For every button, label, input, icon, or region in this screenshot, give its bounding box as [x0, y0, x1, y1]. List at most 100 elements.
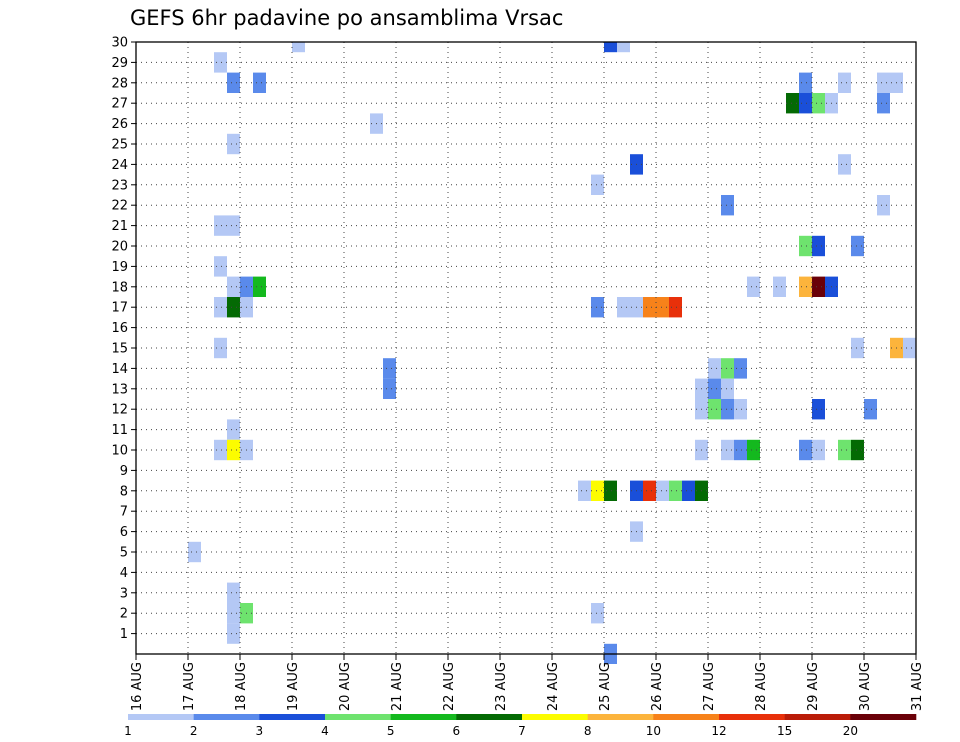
heat-cell — [799, 235, 812, 257]
heat-cell — [747, 276, 760, 297]
heat-cell — [877, 93, 890, 114]
heat-cell — [227, 215, 240, 236]
heat-cell — [578, 480, 591, 501]
heat-cell — [747, 439, 760, 461]
heat-cell — [721, 358, 734, 379]
heat-cell — [214, 256, 227, 277]
y-tick-label: 4 — [120, 566, 128, 581]
y-tick-label: 23 — [111, 178, 128, 193]
x-tick-label: 16 AUG — [130, 662, 145, 711]
y-tick-label: 19 — [111, 260, 128, 275]
x-tick-label: 25 AUG — [598, 662, 613, 711]
chart-title: GEFS 6hr padavine po ansamblima Vrsac — [130, 6, 564, 30]
cells-layer — [188, 42, 916, 664]
x-tick-label: 23 AUG — [494, 662, 509, 711]
x-tick-label: 28 AUG — [754, 662, 769, 711]
y-tick-label: 20 — [111, 240, 128, 255]
colorbar-label: 4 — [321, 724, 329, 738]
heat-cell — [734, 358, 747, 379]
heat-cell — [799, 439, 812, 461]
y-tick-label: 6 — [120, 525, 128, 540]
heat-cell — [851, 337, 864, 359]
heat-cell — [721, 399, 734, 420]
colorbar-label: 12 — [711, 724, 726, 738]
heat-cell — [708, 358, 721, 379]
heat-cell — [591, 297, 604, 318]
heat-cell — [383, 358, 396, 379]
heat-cell — [851, 439, 864, 461]
x-tick-label: 24 AUG — [546, 662, 561, 711]
heat-cell — [864, 399, 877, 420]
heat-cell — [838, 72, 851, 93]
heat-cell — [721, 439, 734, 461]
heat-cell — [214, 337, 227, 359]
heat-cell — [773, 276, 786, 297]
colorbar-swatch — [719, 714, 785, 720]
y-tick-label: 22 — [111, 199, 128, 214]
x-tick-label: 20 AUG — [338, 662, 353, 711]
heat-cell — [656, 297, 669, 318]
heat-cell — [227, 582, 240, 603]
colorbar-layer: 1 2 3 4 5 6 7 8 10 12 15 20 — [124, 714, 917, 738]
heat-cell — [227, 603, 240, 624]
y-tick-label: 18 — [111, 280, 128, 295]
colorbar-label: 20 — [843, 724, 858, 738]
colorbar-label: 8 — [584, 724, 592, 738]
heat-cell — [227, 133, 240, 155]
x-tick-label: 21 AUG — [390, 662, 405, 711]
y-tick-label: 16 — [111, 321, 128, 336]
heat-cell — [812, 439, 825, 461]
colorbar-swatch — [784, 714, 851, 720]
heat-cell — [656, 480, 669, 501]
colorbar-label: 5 — [387, 724, 395, 738]
colorbar-label: 15 — [777, 724, 792, 738]
heat-cell — [643, 297, 656, 318]
colorbar-label: 2 — [190, 724, 198, 738]
heat-cell — [877, 72, 890, 93]
x-tick-label: 30 AUG — [858, 662, 873, 711]
colorbar-label: 1 — [124, 724, 132, 738]
colorbar-swatch — [259, 714, 326, 720]
colorbar-swatch — [522, 714, 588, 720]
colorbar-swatch — [456, 714, 523, 720]
heat-cell — [708, 378, 721, 399]
heat-cell — [253, 72, 266, 93]
y-tick-label: 13 — [111, 382, 128, 397]
x-tick-label: 22 AUG — [442, 662, 457, 711]
heat-cell — [591, 480, 604, 501]
heat-cell — [227, 419, 240, 440]
y-tick-label: 8 — [120, 484, 128, 499]
heat-cell — [851, 235, 864, 257]
heat-cell — [227, 276, 240, 297]
y-tick-label: 9 — [120, 464, 128, 479]
colorbar-swatch — [850, 714, 917, 720]
x-tick-label: 19 AUG — [286, 662, 301, 711]
heat-cell — [227, 439, 240, 461]
colorbar-label: 3 — [256, 724, 264, 738]
heat-cell — [669, 480, 682, 501]
heat-cell — [812, 235, 825, 257]
y-tick-label: 2 — [120, 607, 128, 622]
heat-cell — [669, 297, 682, 318]
heat-cell — [799, 72, 812, 93]
y-tick-label: 27 — [111, 97, 128, 112]
heat-cell — [708, 399, 721, 420]
heat-cell — [227, 297, 240, 318]
heat-cell — [604, 42, 617, 53]
heat-cell — [617, 297, 630, 318]
heat-cell — [812, 399, 825, 420]
heat-cell — [643, 480, 656, 501]
heat-cell — [721, 378, 734, 399]
x-tick-label: 26 AUG — [650, 662, 665, 711]
heat-cell — [591, 603, 604, 624]
colorbar-swatch — [390, 714, 457, 720]
colorbar-swatch — [193, 714, 260, 720]
y-tick-label: 12 — [111, 403, 128, 418]
heat-cell — [838, 439, 851, 461]
heat-cell — [214, 52, 227, 73]
heat-cell — [227, 72, 240, 93]
heat-cell — [253, 276, 266, 297]
colorbar-swatch — [325, 714, 391, 720]
heat-cell — [227, 623, 240, 644]
